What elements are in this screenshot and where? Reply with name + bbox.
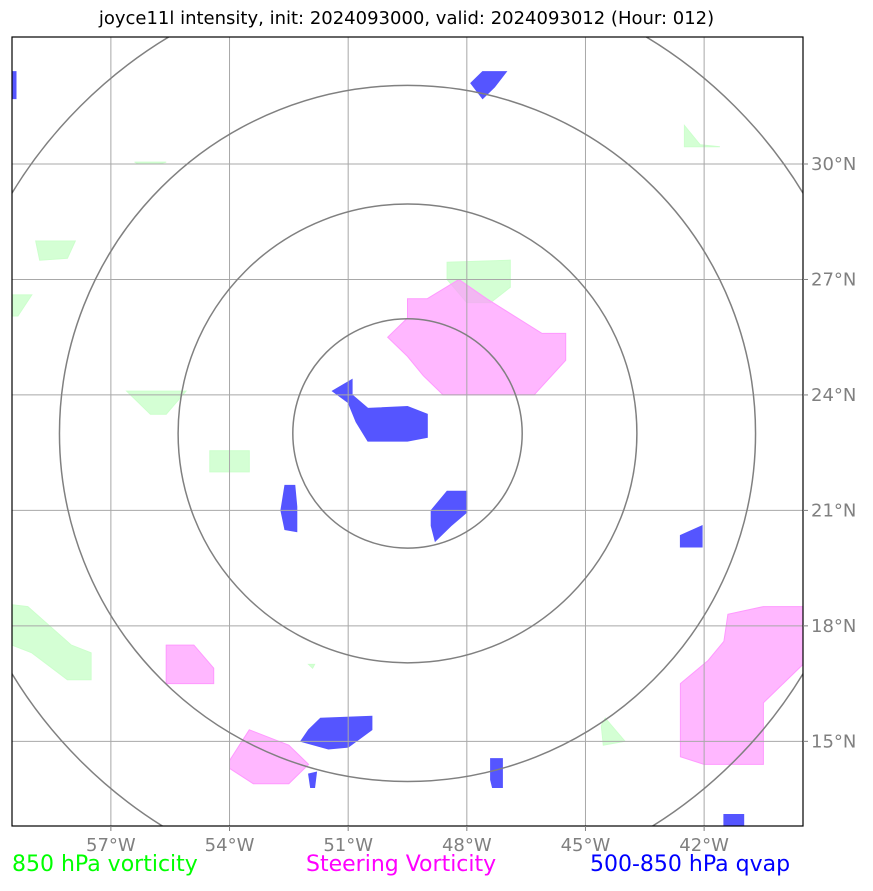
v850-region-7 <box>12 604 92 681</box>
y-tick-label: 30°N <box>811 154 856 175</box>
qvap-region-3 <box>430 490 468 543</box>
y-tick-label: 15°N <box>811 731 856 752</box>
y-tick-label: 18°N <box>811 616 856 637</box>
steer-region-1 <box>165 644 215 685</box>
steer-region-2 <box>229 729 310 785</box>
x-tick-label: 42°W <box>679 835 729 856</box>
y-tick-label: 24°N <box>811 385 856 406</box>
qvap-region-7 <box>490 758 503 788</box>
qvap-region-9 <box>12 71 17 100</box>
chart-title: joyce11l intensity, init: 2024093000, va… <box>98 8 715 29</box>
v850-region-1 <box>35 240 77 261</box>
steer-region-0 <box>386 278 567 396</box>
y-axis: 30°N 27°N 24°N 21°N 18°N 15°N <box>803 154 856 752</box>
v850-region-6 <box>683 124 720 148</box>
gridlines <box>12 37 803 826</box>
x-tick-label: 45°W <box>561 835 611 856</box>
v850-region-9 <box>600 717 626 746</box>
range-ring-3 <box>58 84 757 783</box>
qvap-region-0 <box>470 71 508 100</box>
qvap-region-4 <box>679 525 703 548</box>
field-layer <box>12 71 803 826</box>
y-tick-label: 27°N <box>811 269 856 290</box>
x-axis: 57°W 54°W 51°W 48°W 45°W 42°W <box>86 826 729 856</box>
qvap-region-5 <box>299 715 373 750</box>
plot-frame <box>11 36 804 827</box>
qvap-region-6 <box>308 771 318 788</box>
x-tick-label: 48°W <box>442 835 492 856</box>
v850-region-8 <box>307 663 316 670</box>
qvap-region-1 <box>331 378 428 442</box>
v850-region-3 <box>125 390 188 415</box>
legend-steering-vorticity: Steering Vorticity <box>306 852 497 877</box>
qvap-region-2 <box>280 484 298 533</box>
y-tick-label: 21°N <box>811 500 856 521</box>
steer-region-3 <box>679 606 803 765</box>
legend-850-vorticity: 850 hPa vorticity <box>12 852 198 877</box>
range-ring-1 <box>292 317 523 549</box>
v850-region-2 <box>12 294 33 317</box>
qvap-region-8 <box>723 814 745 826</box>
x-tick-label: 57°W <box>86 835 136 856</box>
x-tick-label: 54°W <box>205 835 255 856</box>
x-tick-label: 51°W <box>323 835 373 856</box>
range-ring-2 <box>177 203 638 664</box>
legend-qvap: 500-850 hPa qvap <box>590 852 791 877</box>
